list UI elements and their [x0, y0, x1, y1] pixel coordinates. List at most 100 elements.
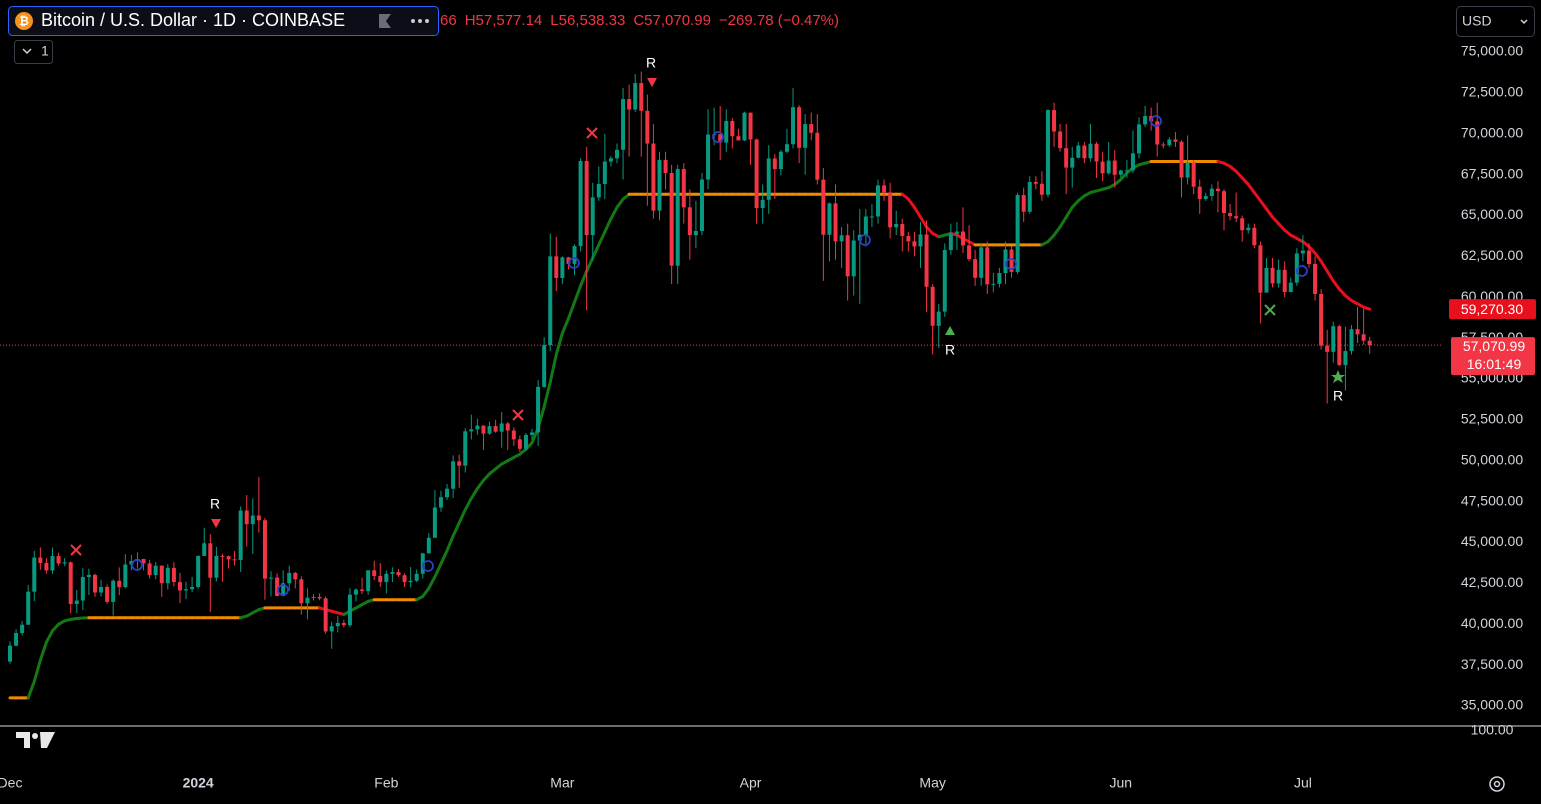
settings-icon[interactable]: [1489, 776, 1505, 792]
candle-body: [900, 223, 905, 236]
candle-body: [797, 107, 802, 148]
trail-line: [1362, 305, 1372, 311]
circle-marker: [1005, 258, 1017, 270]
trail-line: [603, 217, 613, 234]
trail-line: [32, 658, 42, 683]
candle-body: [954, 231, 959, 234]
y-tick-label: 72,500.00: [1461, 84, 1523, 100]
candle-body: [730, 120, 735, 137]
candle-body: [815, 132, 820, 180]
candle-body: [26, 591, 31, 625]
candle-body: [590, 197, 595, 236]
candle-body: [305, 597, 310, 604]
candle-body: [177, 582, 182, 591]
candle-body: [487, 426, 492, 434]
candle-body: [269, 577, 274, 579]
candle-body: [1033, 181, 1038, 184]
candle-body: [1003, 249, 1008, 274]
cross-marker: [586, 127, 598, 139]
candle-body: [1209, 188, 1214, 197]
candle-body: [602, 161, 607, 184]
down-marker: [211, 519, 221, 528]
collapse-button[interactable]: [14, 40, 53, 64]
currency-label: USD: [1462, 13, 1492, 29]
currency-select[interactable]: [1456, 6, 1535, 37]
candle-body: [1228, 213, 1233, 217]
candle-body: [68, 562, 73, 604]
symbol-pill[interactable]: [8, 6, 439, 36]
candle-body: [942, 249, 947, 312]
trail-price-label: 59,270.30: [1461, 301, 1523, 317]
candle-body: [560, 257, 565, 278]
candle-body: [997, 273, 1002, 284]
pane-count: 1: [41, 43, 49, 59]
candle-body: [1197, 186, 1202, 199]
y-tick-label: 37,500.00: [1461, 656, 1523, 672]
candle-body: [481, 425, 486, 434]
candle-body: [1276, 269, 1281, 284]
candle-body: [973, 259, 978, 278]
candle-body: [784, 144, 789, 152]
candle-body: [1179, 141, 1184, 178]
candle-body: [724, 120, 729, 143]
candle-body: [80, 576, 85, 601]
legend-value: −269.78 (−0.47%): [719, 12, 839, 29]
candle-body: [74, 600, 79, 604]
ohlc-legend: 66 H57,577.14 L56,538.33 C57,070.99 −269.78 …: [440, 12, 839, 29]
candle-body: [396, 572, 401, 576]
candle-body: [438, 497, 443, 508]
candle-body: [1185, 162, 1190, 178]
signal-label: R: [1333, 388, 1343, 404]
flag-icon[interactable]: [379, 14, 391, 28]
candle-body: [906, 235, 911, 242]
trail-line: [445, 534, 455, 553]
candle-body: [766, 158, 771, 200]
candle-body: [184, 589, 189, 591]
trail-line: [1252, 191, 1262, 203]
candle-body: [918, 234, 923, 247]
candle-body: [1246, 227, 1251, 231]
trail-price-box: [1449, 299, 1536, 320]
candle-body: [645, 110, 650, 144]
candle-body: [408, 580, 413, 583]
candle-body: [1306, 250, 1311, 265]
volume-tick-label: 100.00: [1471, 722, 1514, 738]
signal-label: R: [646, 55, 656, 71]
y-tick-label: 52,500.00: [1461, 411, 1523, 427]
candle-body: [105, 586, 110, 602]
candle-body: [1112, 160, 1117, 175]
candle-body: [335, 622, 340, 627]
candle-body: [578, 161, 583, 247]
trail-line: [554, 331, 564, 356]
y-tick-label: 67,500.00: [1461, 165, 1523, 181]
candle-body: [1331, 326, 1336, 352]
candle-body: [1143, 116, 1148, 125]
candle-body: [706, 134, 711, 180]
candle-body: [827, 203, 832, 235]
candle-body: [1124, 170, 1129, 172]
more-icon[interactable]: [411, 19, 429, 23]
last-price-box: [1451, 337, 1535, 376]
candle-body: [244, 510, 249, 525]
circle-marker: [131, 559, 143, 571]
candle-body: [469, 429, 474, 432]
candle-body: [876, 185, 881, 217]
trail-line: [1246, 182, 1256, 195]
trail-line: [591, 243, 601, 260]
trail-line: [919, 215, 929, 229]
candle-body: [384, 573, 389, 583]
candle-body: [293, 572, 298, 580]
circle-marker: [712, 131, 724, 143]
candle-body: [123, 564, 128, 588]
candle-body: [1027, 181, 1032, 212]
candle-body: [681, 169, 686, 208]
candle-body: [572, 246, 577, 264]
candle-body: [1264, 267, 1269, 293]
candle-body: [803, 124, 808, 148]
y-tick-label: 62,500.00: [1461, 247, 1523, 263]
candle-body: [208, 543, 213, 578]
candle-body: [159, 565, 164, 584]
legend-value: H57,577.14: [465, 12, 543, 29]
candle-body: [912, 241, 917, 247]
candle-body: [32, 557, 37, 592]
